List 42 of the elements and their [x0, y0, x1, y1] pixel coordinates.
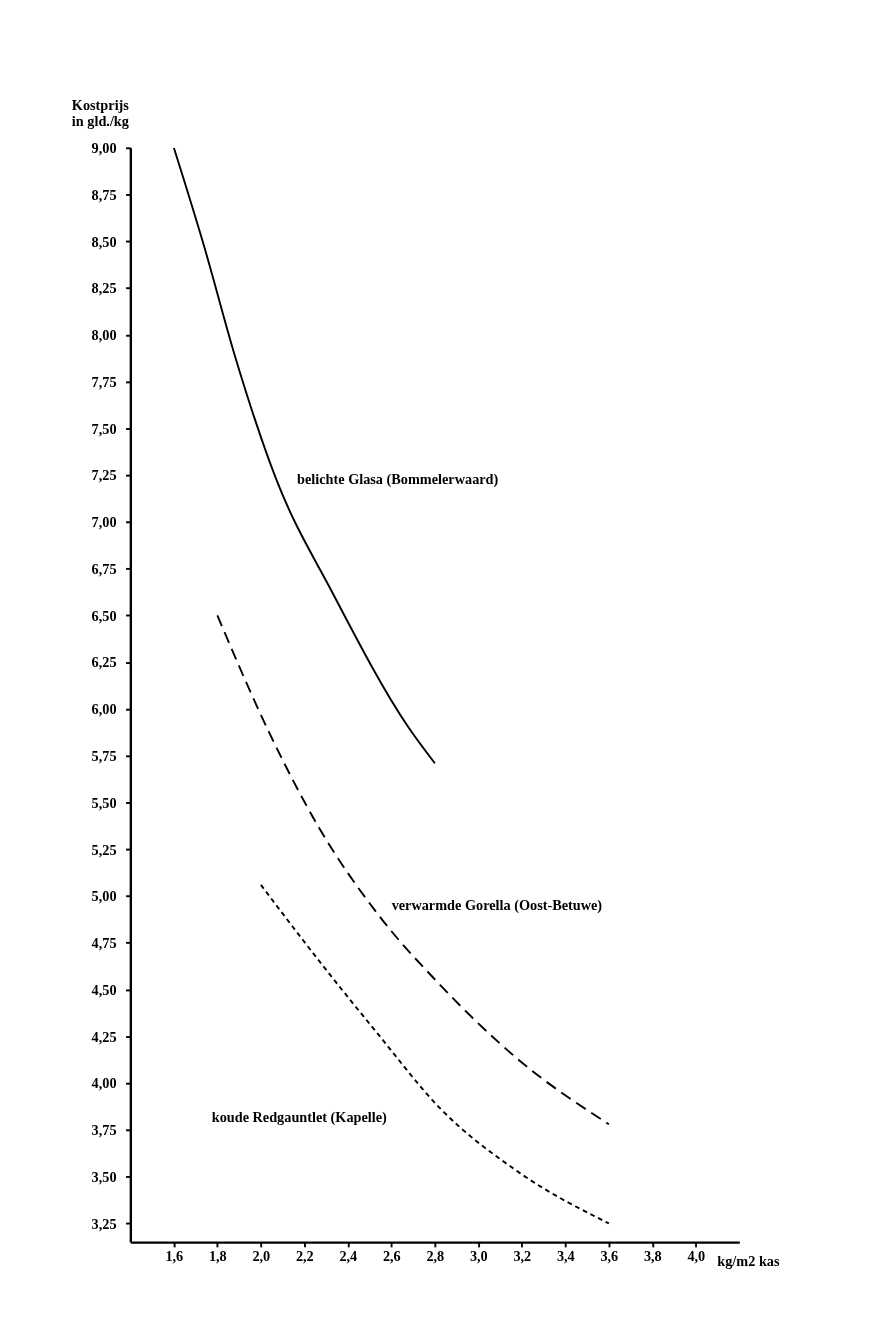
x-tick-label: 3,6	[600, 1247, 619, 1264]
y-tick-label: 7,75	[91, 373, 117, 390]
y-tick-label: 5,75	[91, 747, 117, 764]
y-tick-label: 3,75	[91, 1122, 117, 1139]
x-tick-label: 2,6	[382, 1247, 401, 1264]
y-tick-label: 5,25	[91, 841, 117, 858]
y-axis-title: Kostprijs in gld./kg	[71, 97, 130, 130]
y-tick-label: 4,00	[91, 1075, 117, 1092]
x-tick-label: 1,6	[165, 1247, 184, 1264]
x-tick-label: 3,4	[556, 1247, 575, 1264]
y-tick-label: 7,00	[91, 514, 117, 531]
x-tick-label: 4,0	[687, 1247, 706, 1264]
y-tick-label: 3,25	[91, 1215, 117, 1232]
x-tick-label: 2,4	[339, 1247, 358, 1264]
series-label: belichte Glasa (Bommelerwaard)	[297, 470, 499, 488]
y-tick-label: 8,75	[91, 186, 117, 203]
y-tick-label: 4,25	[91, 1028, 117, 1045]
y-tick-label: 6,50	[91, 607, 117, 624]
y-tick-label: 7,50	[91, 420, 117, 437]
y-tick-label: 6,75	[91, 560, 117, 577]
x-tick-label: 3,0	[469, 1247, 488, 1264]
x-tick-label: 3,2	[513, 1247, 532, 1264]
series-label: verwarmde Gorella (Oost-Betuwe)	[391, 897, 603, 914]
x-axis-title: kg/m2 kas	[717, 1253, 780, 1270]
y-tick-label: 8,25	[91, 280, 117, 297]
y-tick-label: 4,75	[91, 935, 117, 952]
y-tick-label: 4,50	[91, 981, 117, 998]
text: koude Redgauntlet (Kapelle)	[211, 1108, 388, 1126]
y-tick-label: 6,00	[91, 701, 117, 718]
x-tick-label: 2,0	[252, 1247, 271, 1264]
y-tick-label: 5,00	[91, 888, 117, 905]
y-tick-label: 6,25	[91, 654, 117, 671]
y-tick-label: 9,00	[91, 140, 117, 157]
y-tick-label: 5,50	[91, 794, 117, 811]
x-tick-label: 1,8	[208, 1247, 227, 1264]
x-tick-label: 2,2	[295, 1247, 314, 1264]
y-tick-label: 7,25	[91, 467, 117, 484]
y-tick-label: 8,00	[91, 327, 117, 344]
x-tick-label: 3,8	[643, 1247, 662, 1264]
x-tick-label: 2,8	[426, 1247, 445, 1264]
y-tick-label: 8,50	[91, 233, 117, 250]
y-tick-label: 3,50	[91, 1168, 117, 1185]
